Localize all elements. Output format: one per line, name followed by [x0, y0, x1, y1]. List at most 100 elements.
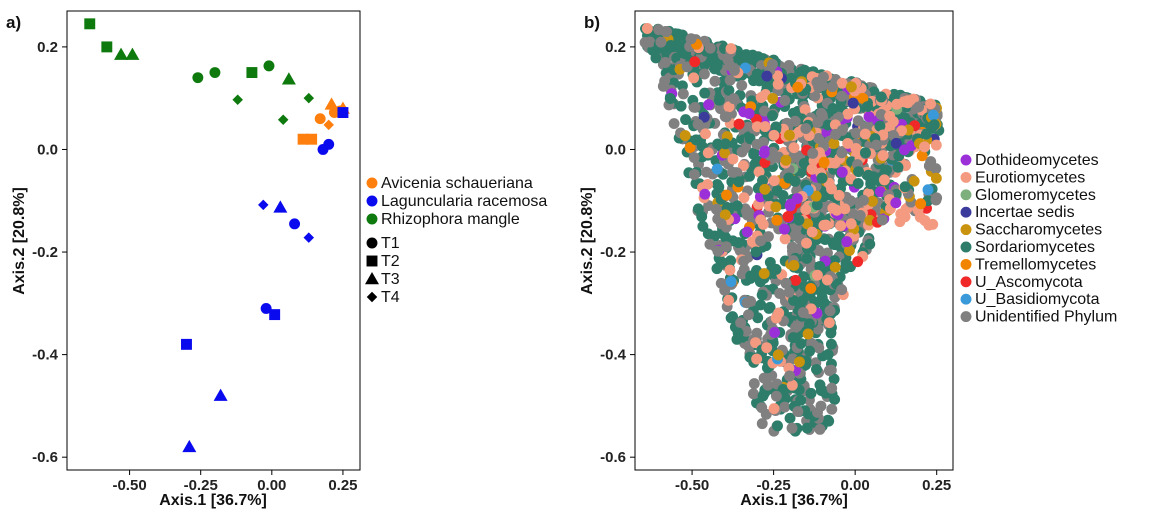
data-point	[862, 101, 874, 112]
data-point	[698, 111, 710, 123]
data-point	[748, 378, 760, 390]
data-point	[751, 353, 763, 365]
data-point	[804, 345, 816, 357]
data-point	[711, 60, 723, 72]
data-point	[899, 211, 911, 223]
data-point	[795, 66, 807, 78]
data-point	[915, 198, 927, 210]
data-point	[788, 294, 800, 306]
data-point	[756, 402, 768, 414]
data-point	[771, 214, 783, 226]
data-point	[696, 211, 708, 223]
data-point	[328, 107, 340, 119]
x-tick-label: 0.25	[328, 477, 357, 494]
data-point	[836, 147, 848, 159]
data-point	[697, 220, 709, 232]
data-point	[899, 181, 911, 193]
data-point	[125, 47, 140, 60]
data-point	[303, 232, 315, 243]
data-point	[797, 307, 809, 318]
data-point	[833, 189, 845, 201]
data-point	[700, 128, 711, 140]
data-point	[772, 349, 784, 361]
data-point	[770, 201, 782, 213]
data-point	[800, 123, 812, 134]
data-point	[835, 220, 847, 232]
data-point	[741, 297, 753, 309]
legend-color-swatch	[366, 177, 378, 189]
data-point	[303, 92, 315, 104]
data-point	[795, 394, 807, 406]
data-point	[787, 332, 799, 344]
data-point	[768, 175, 780, 187]
panel-a-y-ticks: 0.2 0.0 -0.2 -0.4 -0.6	[32, 39, 67, 466]
data-point	[759, 121, 771, 133]
data-point	[684, 142, 696, 153]
data-point	[928, 119, 940, 131]
data-point	[919, 141, 931, 153]
data-point	[756, 418, 768, 430]
data-point	[827, 103, 839, 114]
panel-b-y-axis-title: Axis.2 [20.8%]	[579, 187, 596, 295]
data-point	[757, 390, 769, 402]
data-point	[784, 370, 796, 382]
data-point	[689, 101, 701, 113]
panel-a-marks	[84, 18, 350, 453]
legend-color-swatch	[960, 171, 972, 183]
data-point	[847, 97, 859, 109]
data-point	[789, 175, 801, 187]
data-point	[743, 108, 755, 119]
data-point	[801, 252, 813, 264]
data-point	[762, 379, 774, 391]
data-point	[870, 139, 882, 151]
data-point	[859, 147, 871, 159]
data-point	[688, 72, 700, 84]
data-point	[859, 128, 871, 140]
data-point	[337, 107, 349, 119]
panel-b-legend: DothideomycetesEurotiomycetesGlomeromyce…	[960, 152, 1117, 326]
data-point	[721, 189, 732, 201]
data-point	[806, 226, 818, 238]
data-point	[793, 214, 805, 226]
data-point	[797, 295, 808, 307]
x-tick-label: -0.50	[675, 477, 709, 494]
data-point	[792, 81, 804, 93]
data-point	[273, 200, 288, 213]
data-point	[829, 261, 841, 273]
data-point	[843, 245, 855, 257]
data-point	[916, 150, 928, 162]
legend-label: Rhizophora mangle	[381, 211, 520, 228]
data-point	[826, 81, 838, 93]
data-point	[192, 72, 204, 84]
data-point	[930, 172, 942, 184]
data-point	[816, 172, 828, 184]
data-point	[751, 327, 763, 339]
data-point	[738, 255, 750, 267]
data-point	[661, 26, 673, 38]
data-point	[263, 60, 275, 72]
legend-color-swatch	[960, 258, 972, 270]
data-point	[913, 101, 925, 113]
data-point	[744, 50, 755, 62]
data-point	[802, 218, 814, 230]
data-point	[725, 276, 737, 287]
data-point	[876, 214, 888, 226]
data-point	[736, 79, 748, 91]
data-point	[788, 259, 800, 271]
data-point	[788, 142, 800, 154]
data-point	[815, 107, 827, 119]
data-point	[826, 403, 838, 415]
data-point	[281, 72, 296, 85]
data-point	[676, 80, 688, 92]
data-point	[908, 175, 920, 187]
data-point	[676, 29, 688, 41]
data-point	[768, 403, 780, 415]
data-point	[814, 423, 826, 435]
data-point	[845, 195, 857, 207]
data-point	[815, 385, 827, 396]
data-point	[761, 342, 773, 354]
data-point	[213, 388, 228, 401]
legend-label: Avicenia schaueriana	[381, 175, 533, 192]
data-point	[930, 194, 942, 206]
